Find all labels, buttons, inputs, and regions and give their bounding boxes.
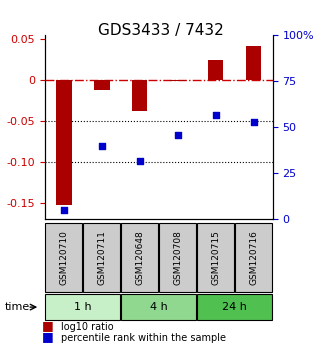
Point [99,143,104,149]
Bar [94,80,109,90]
Point [251,119,256,125]
Text: GSM120648: GSM120648 [135,230,144,285]
Bar [56,80,72,205]
Point [61,207,66,213]
Text: time: time [5,302,30,312]
Text: GSM120711: GSM120711 [97,230,107,285]
Text: 24 h: 24 h [222,302,247,312]
Text: GSM120715: GSM120715 [211,230,221,285]
Text: log10 ratio: log10 ratio [61,322,114,332]
Text: percentile rank within the sample: percentile rank within the sample [61,333,226,343]
Point [175,132,180,138]
Point [137,158,143,164]
Bar [208,60,223,80]
Text: GSM120708: GSM120708 [173,230,182,285]
Text: GDS3433 / 7432: GDS3433 / 7432 [98,23,223,38]
Text: GSM120716: GSM120716 [249,230,258,285]
Text: GSM120710: GSM120710 [59,230,68,285]
Text: ■: ■ [42,330,54,343]
Text: 4 h: 4 h [150,302,168,312]
Text: 1 h: 1 h [74,302,92,312]
Bar [170,80,186,81]
Bar [132,80,148,112]
Text: ■: ■ [42,319,54,332]
Bar [246,46,261,80]
Point [213,112,218,118]
